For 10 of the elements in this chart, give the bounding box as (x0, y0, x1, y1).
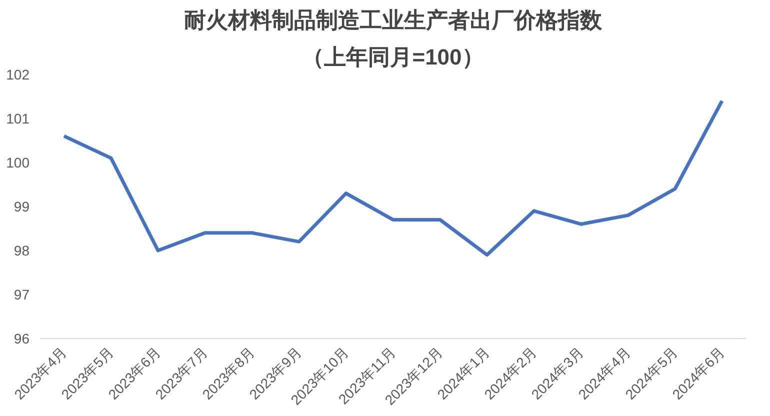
chart-subtitle: （上年同月=100） (302, 44, 484, 70)
chart-title: 耐火材料制品制造工业生产者出厂价格指数 (184, 8, 603, 32)
y-tick-label: 102 (6, 66, 30, 82)
y-tick-label: 99 (14, 198, 30, 214)
y-tick-label: 98 (14, 242, 30, 258)
y-tick-label: 97 (14, 286, 30, 302)
line-series (62, 99, 724, 257)
y-tick-label: 100 (6, 154, 30, 170)
y-tick-label: 101 (6, 110, 30, 126)
y-tick-label: 96 (14, 330, 30, 346)
